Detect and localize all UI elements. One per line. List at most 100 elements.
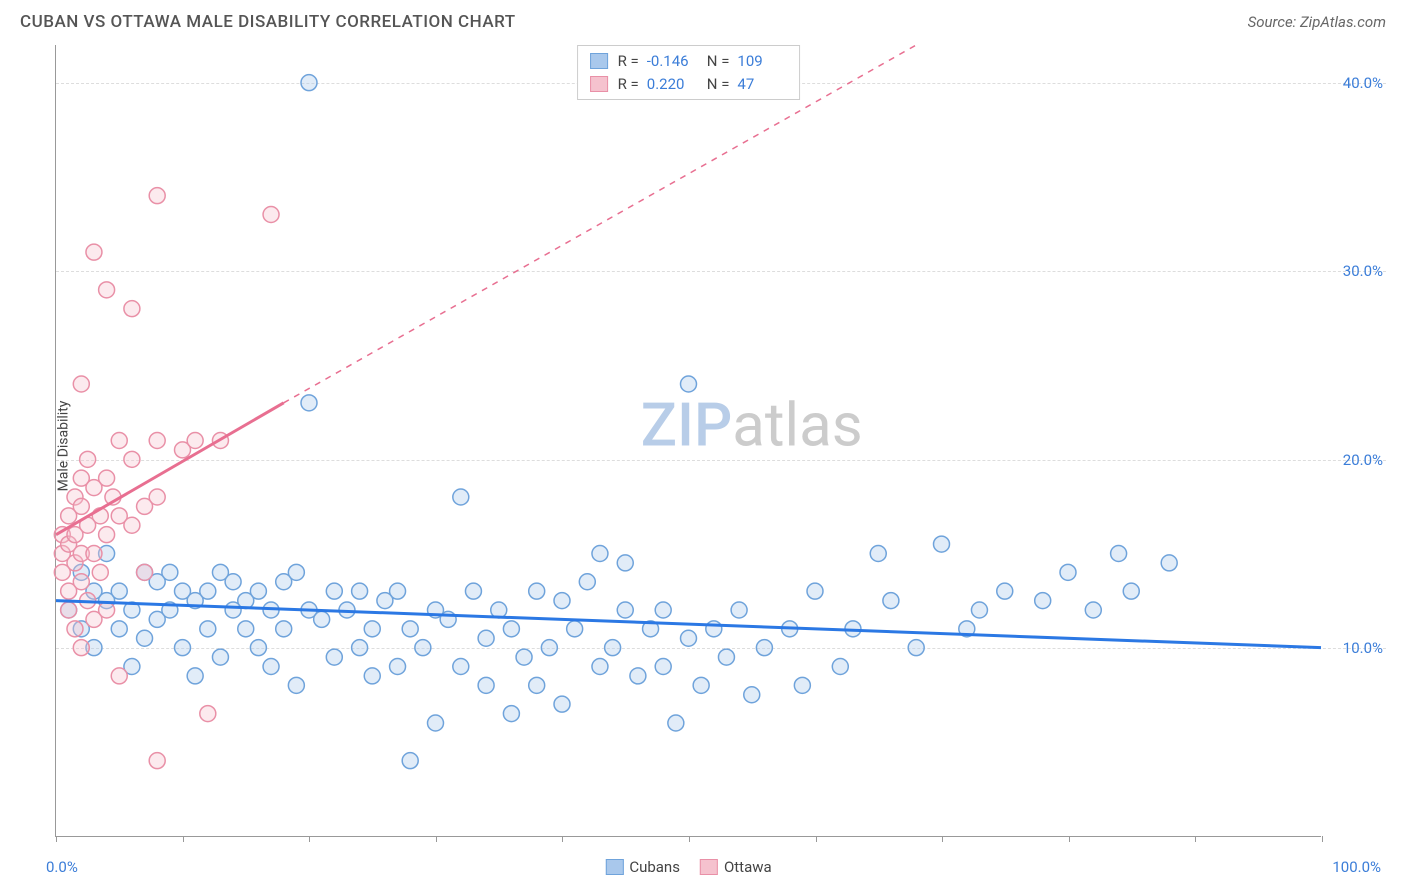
x-axis-max-label: 100.0% <box>1332 858 1381 876</box>
data-point <box>326 583 342 599</box>
data-point <box>390 659 406 675</box>
data-point <box>541 640 557 656</box>
data-point <box>92 564 108 580</box>
x-tick <box>56 836 57 842</box>
legend-swatch <box>605 859 623 875</box>
x-tick <box>689 836 690 842</box>
data-point <box>706 621 722 637</box>
legend-n-label: N = <box>707 73 730 96</box>
data-point <box>86 244 102 260</box>
data-point <box>908 640 924 656</box>
y-tick-label: 20.0% <box>1343 451 1383 469</box>
data-point <box>250 583 266 599</box>
legend-series-name: Cubans <box>629 858 680 876</box>
data-point <box>554 593 570 609</box>
data-point <box>137 630 153 646</box>
data-point <box>465 583 481 599</box>
x-axis-min-label: 0.0% <box>46 858 78 876</box>
data-point <box>1161 555 1177 571</box>
data-point <box>288 677 304 693</box>
data-point <box>99 527 115 543</box>
data-point <box>99 602 115 618</box>
data-point <box>655 602 671 618</box>
data-point <box>149 433 165 449</box>
data-point <box>503 621 519 637</box>
x-tick <box>1195 836 1196 842</box>
data-point <box>124 517 140 533</box>
data-point <box>832 659 848 675</box>
data-point <box>175 640 191 656</box>
x-tick <box>1322 836 1323 842</box>
data-point <box>744 687 760 703</box>
data-point <box>263 207 279 223</box>
data-point <box>301 395 317 411</box>
y-tick-label: 10.0% <box>1343 639 1383 657</box>
chart-title: CUBAN VS OTTAWA MALE DISABILITY CORRELAT… <box>20 12 516 32</box>
series-legend: Cubans Ottawa <box>605 858 771 876</box>
legend-n-label: N = <box>707 50 730 73</box>
data-point <box>288 564 304 580</box>
legend-r-label: R = <box>618 50 639 73</box>
trend-line-solid <box>56 403 284 535</box>
data-point <box>415 640 431 656</box>
data-point <box>402 753 418 769</box>
x-tick <box>183 836 184 842</box>
data-point <box>478 630 494 646</box>
scatter-plot-svg <box>56 45 1321 836</box>
data-point <box>111 621 127 637</box>
x-tick <box>436 836 437 842</box>
data-point <box>870 546 886 562</box>
data-point <box>529 677 545 693</box>
data-point <box>111 583 127 599</box>
legend-series-item: Cubans <box>605 858 680 876</box>
legend-n-value: 47 <box>737 73 787 96</box>
data-point <box>73 498 89 514</box>
legend-r-label: R = <box>618 73 639 96</box>
data-point <box>187 433 203 449</box>
data-point <box>73 376 89 392</box>
legend-correlation-row: R =-0.146N =109 <box>590 50 788 73</box>
data-point <box>997 583 1013 599</box>
data-point <box>693 677 709 693</box>
data-point <box>731 602 747 618</box>
data-point <box>503 706 519 722</box>
data-point <box>592 546 608 562</box>
data-point <box>428 715 444 731</box>
data-point <box>934 536 950 552</box>
data-point <box>200 583 216 599</box>
data-point <box>212 649 228 665</box>
legend-series-item: Ottawa <box>700 858 772 876</box>
data-point <box>187 668 203 684</box>
data-point <box>617 555 633 571</box>
data-point <box>681 376 697 392</box>
data-point <box>390 583 406 599</box>
legend-n-value: 109 <box>737 50 787 73</box>
data-point <box>807 583 823 599</box>
data-point <box>99 470 115 486</box>
data-point <box>554 696 570 712</box>
legend-swatch <box>590 76 608 92</box>
data-point <box>200 621 216 637</box>
data-point <box>352 640 368 656</box>
data-point <box>756 640 772 656</box>
data-point <box>794 677 810 693</box>
data-point <box>668 715 684 731</box>
data-point <box>124 451 140 467</box>
data-point <box>99 282 115 298</box>
data-point <box>630 668 646 684</box>
data-point <box>225 574 241 590</box>
chart-header: CUBAN VS OTTAWA MALE DISABILITY CORRELAT… <box>0 0 1406 40</box>
data-point <box>579 574 595 590</box>
data-point <box>1111 546 1127 562</box>
data-point <box>718 649 734 665</box>
data-point <box>478 677 494 693</box>
x-tick <box>309 836 310 842</box>
legend-swatch <box>590 53 608 69</box>
data-point <box>86 546 102 562</box>
data-point <box>250 640 266 656</box>
data-point <box>238 621 254 637</box>
data-point <box>1035 593 1051 609</box>
data-point <box>80 451 96 467</box>
y-tick-label: 40.0% <box>1343 74 1383 92</box>
data-point <box>67 621 83 637</box>
